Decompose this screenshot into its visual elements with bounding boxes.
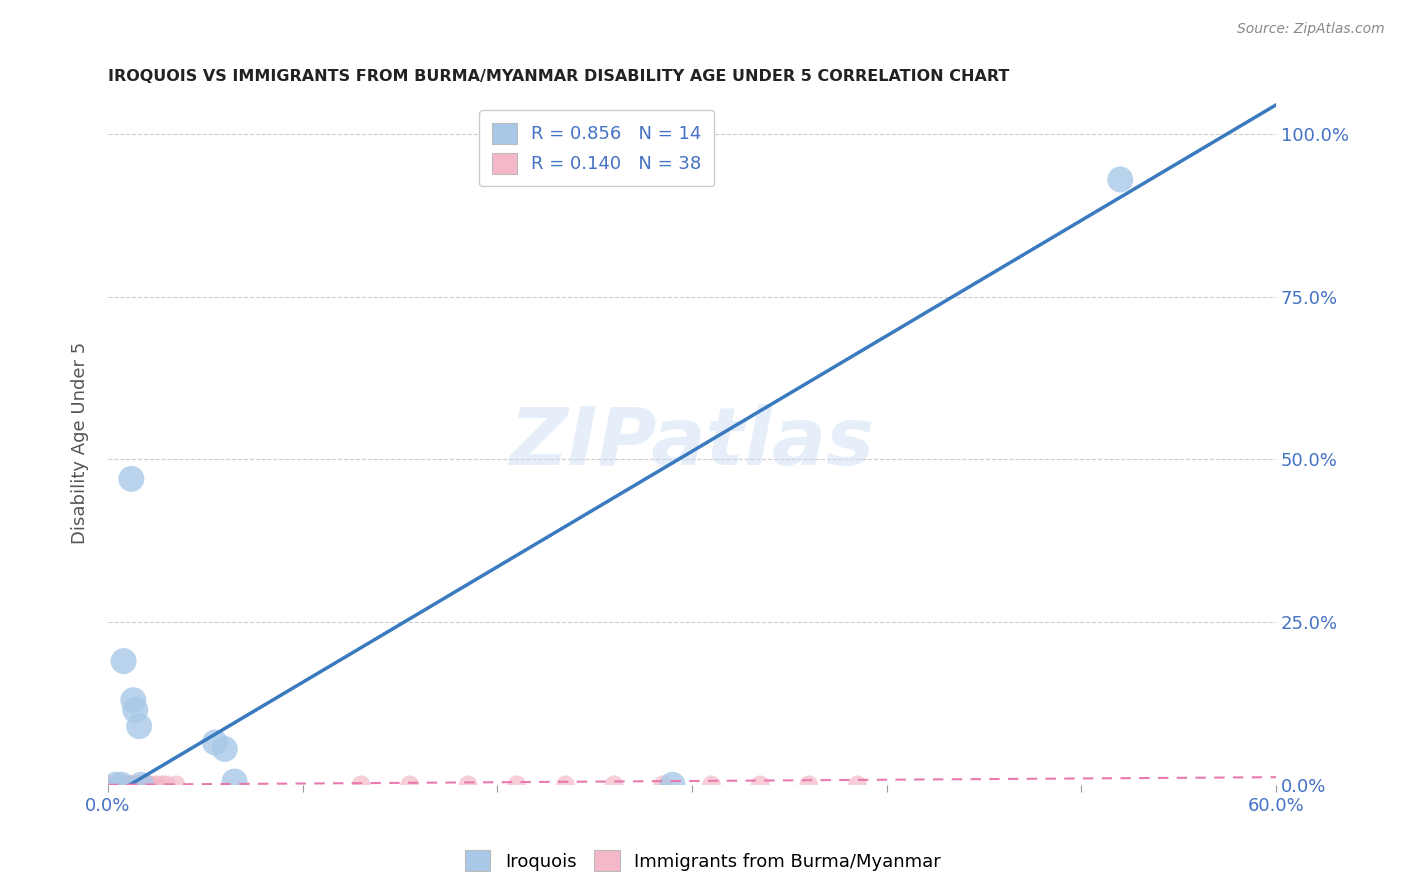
Point [129, 778, 152, 792]
Point [128, 719, 150, 733]
Point [120, 778, 142, 792]
Text: IROQUOIS VS IMMIGRANTS FROM BURMA/MYANMAR DISABILITY AGE UNDER 5 CORRELATION CHA: IROQUOIS VS IMMIGRANTS FROM BURMA/MYANMA… [108, 69, 1010, 84]
Point [98, 778, 121, 792]
Point [104, 778, 127, 792]
Point [797, 778, 820, 792]
Point [554, 778, 576, 792]
Point [127, 778, 149, 792]
Point [145, 778, 167, 792]
Text: ZIPatlas: ZIPatlas [509, 404, 875, 482]
Point [224, 774, 246, 789]
Point [204, 735, 226, 749]
Point [651, 778, 673, 792]
Point [117, 778, 139, 792]
Point [700, 778, 723, 792]
Point [103, 778, 125, 792]
Point [124, 703, 146, 717]
Legend: R = 0.856   N = 14, R = 0.140   N = 38: R = 0.856 N = 14, R = 0.140 N = 38 [479, 111, 714, 186]
Point [138, 778, 160, 792]
Point [124, 778, 146, 792]
Point [101, 778, 124, 792]
Point [134, 778, 156, 792]
Point [155, 778, 177, 792]
Point [112, 778, 135, 792]
Point [110, 778, 132, 792]
Point [506, 778, 529, 792]
Point [107, 778, 129, 792]
Y-axis label: Disability Age Under 5: Disability Age Under 5 [72, 342, 89, 544]
Point [152, 778, 174, 792]
Point [132, 778, 155, 792]
Text: Source: ZipAtlas.com: Source: ZipAtlas.com [1237, 22, 1385, 37]
Point [104, 778, 127, 792]
Point [110, 778, 132, 792]
Point [122, 693, 145, 707]
Point [350, 778, 373, 792]
Point [128, 778, 150, 792]
Point [118, 778, 141, 792]
Legend: Iroquois, Immigrants from Burma/Myanmar: Iroquois, Immigrants from Burma/Myanmar [458, 843, 948, 879]
Point [139, 778, 162, 792]
Point [122, 778, 145, 792]
Point [661, 778, 683, 792]
Point [114, 778, 136, 792]
Point [108, 778, 131, 792]
Point [1109, 172, 1132, 186]
Point [214, 742, 236, 756]
Point [846, 778, 869, 792]
Point [112, 654, 135, 668]
Point [135, 778, 157, 792]
Point [603, 778, 626, 792]
Point [457, 778, 479, 792]
Point [165, 778, 187, 792]
Point [127, 778, 149, 792]
Point [129, 778, 152, 792]
Point [398, 778, 420, 792]
Point [749, 778, 772, 792]
Point [120, 472, 142, 486]
